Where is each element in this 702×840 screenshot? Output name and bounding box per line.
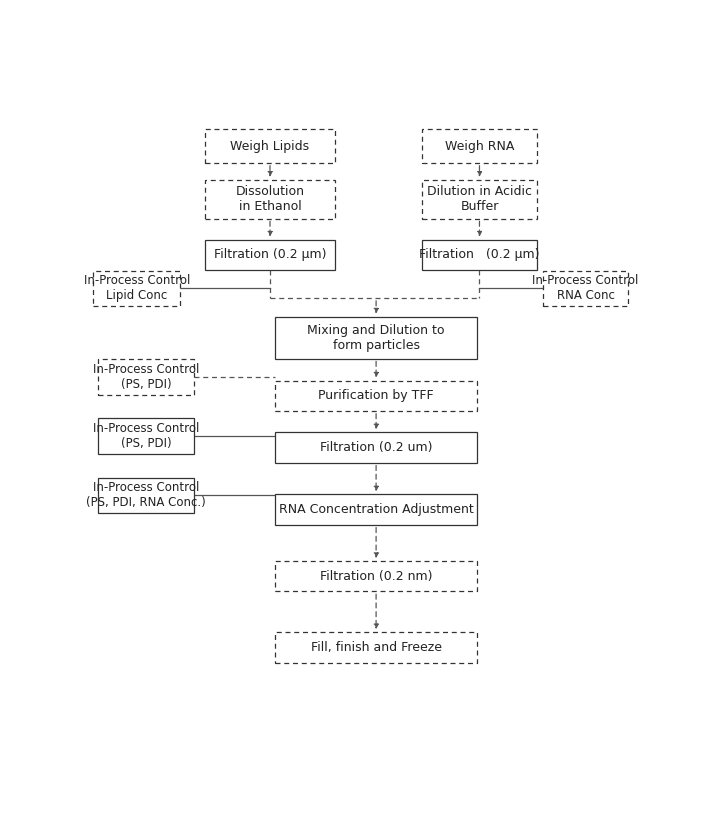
Text: Weigh Lipids: Weigh Lipids [230,139,310,153]
Bar [275,561,477,591]
Bar [275,381,477,411]
Text: Purification by TFF: Purification by TFF [318,389,434,402]
Bar [98,360,194,395]
Text: RNA Concentration Adjustment: RNA Concentration Adjustment [279,503,473,516]
Text: Filtration (0.2 μm): Filtration (0.2 μm) [213,249,326,261]
Bar [93,270,180,306]
Bar [275,495,477,525]
Bar [423,180,536,218]
Text: In-Process Control
(PS, PDI): In-Process Control (PS, PDI) [93,363,199,391]
Text: In-Process Control
RNA Conc: In-Process Control RNA Conc [532,275,639,302]
Bar [423,239,536,270]
Text: Fill, finish and Freeze: Fill, finish and Freeze [310,641,442,654]
Text: In-Process Control
(PS, PDI, RNA Conc.): In-Process Control (PS, PDI, RNA Conc.) [86,481,206,509]
Text: Filtration (0.2 um): Filtration (0.2 um) [320,441,432,454]
Text: In-Process Control
(PS, PDI): In-Process Control (PS, PDI) [93,422,199,450]
Bar [275,633,477,663]
Bar [275,317,477,359]
Text: Dissolution
in Ethanol: Dissolution in Ethanol [235,185,305,213]
Text: Filtration (0.2 nm): Filtration (0.2 nm) [320,570,432,583]
Text: Weigh RNA: Weigh RNA [445,139,514,153]
Bar [275,433,477,463]
Bar [423,129,536,163]
Bar [205,129,336,163]
Bar [98,478,194,513]
Text: Dilution in Acidic
Buffer: Dilution in Acidic Buffer [427,185,532,213]
Bar [98,418,194,454]
Bar [543,270,628,306]
Text: Mixing and Dilution to
form particles: Mixing and Dilution to form particles [307,323,445,351]
Bar [205,180,336,218]
Bar [205,239,336,270]
Text: Filtration   (0.2 μm): Filtration (0.2 μm) [419,249,540,261]
Text: In-Process Control
Lipid Conc: In-Process Control Lipid Conc [84,275,190,302]
